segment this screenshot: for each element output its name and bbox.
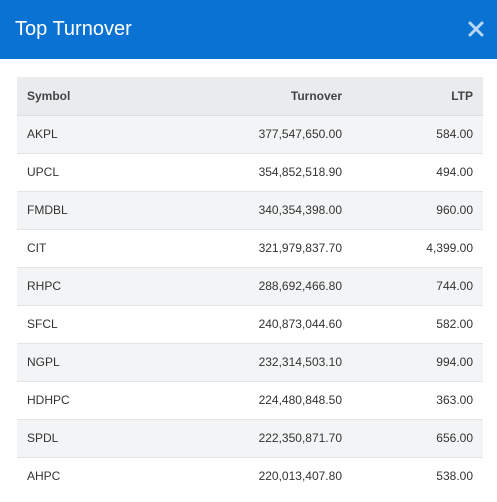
cell-ltp: 744.00 bbox=[342, 267, 483, 305]
cell-turnover: 354,852,518.90 bbox=[167, 153, 342, 191]
cell-symbol: NGPL bbox=[17, 343, 167, 381]
cell-ltp: 538.00 bbox=[342, 457, 483, 495]
cell-ltp: 994.00 bbox=[342, 343, 483, 381]
table-row[interactable]: NGPL 232,314,503.10 994.00 bbox=[17, 343, 483, 381]
cell-ltp: 960.00 bbox=[342, 191, 483, 229]
cell-ltp: 584.00 bbox=[342, 115, 483, 153]
table-row[interactable]: HDHPC 224,480,848.50 363.00 bbox=[17, 381, 483, 419]
cell-ltp: 582.00 bbox=[342, 305, 483, 343]
table-row[interactable]: AHPC 220,013,407.80 538.00 bbox=[17, 457, 483, 495]
column-header-symbol[interactable]: Symbol bbox=[17, 77, 167, 115]
cell-ltp: 656.00 bbox=[342, 419, 483, 457]
cell-ltp: 494.00 bbox=[342, 153, 483, 191]
cell-symbol: RHPC bbox=[17, 267, 167, 305]
turnover-table-container: Symbol Turnover LTP AKPL 377,547,650.00 58… bbox=[17, 77, 483, 495]
table-row[interactable]: SFCL 240,873,044.60 582.00 bbox=[17, 305, 483, 343]
table-body: AKPL 377,547,650.00 584.00 UPCL 354,852,518.… bbox=[17, 115, 483, 495]
table-row[interactable]: UPCL 354,852,518.90 494.00 bbox=[17, 153, 483, 191]
cell-symbol: SFCL bbox=[17, 305, 167, 343]
table-row[interactable]: AKPL 377,547,650.00 584.00 bbox=[17, 115, 483, 153]
table-row[interactable]: SPDL 222,350,871.70 656.00 bbox=[17, 419, 483, 457]
cell-ltp: 363.00 bbox=[342, 381, 483, 419]
turnover-table: Symbol Turnover LTP AKPL 377,547,650.00 58… bbox=[17, 77, 483, 495]
modal-header: Top Turnover bbox=[0, 0, 497, 59]
modal-title: Top Turnover bbox=[15, 16, 132, 42]
table-row[interactable]: RHPC 288,692,466.80 744.00 bbox=[17, 267, 483, 305]
table-header-row: Symbol Turnover LTP bbox=[17, 77, 483, 115]
cell-symbol: FMDBL bbox=[17, 191, 167, 229]
cell-turnover: 321,979,837.70 bbox=[167, 229, 342, 267]
cell-symbol: UPCL bbox=[17, 153, 167, 191]
cell-symbol: SPDL bbox=[17, 419, 167, 457]
close-icon[interactable] bbox=[467, 20, 485, 38]
cell-symbol: CIT bbox=[17, 229, 167, 267]
cell-turnover: 377,547,650.00 bbox=[167, 115, 342, 153]
column-header-ltp[interactable]: LTP bbox=[342, 77, 483, 115]
cell-symbol: AKPL bbox=[17, 115, 167, 153]
table-row[interactable]: CIT 321,979,837.70 4,399.00 bbox=[17, 229, 483, 267]
cell-turnover: 220,013,407.80 bbox=[167, 457, 342, 495]
cell-symbol: AHPC bbox=[17, 457, 167, 495]
cell-ltp: 4,399.00 bbox=[342, 229, 483, 267]
cell-turnover: 240,873,044.60 bbox=[167, 305, 342, 343]
cell-symbol: HDHPC bbox=[17, 381, 167, 419]
cell-turnover: 232,314,503.10 bbox=[167, 343, 342, 381]
cell-turnover: 340,354,398.00 bbox=[167, 191, 342, 229]
cell-turnover: 224,480,848.50 bbox=[167, 381, 342, 419]
cell-turnover: 288,692,466.80 bbox=[167, 267, 342, 305]
table-row[interactable]: FMDBL 340,354,398.00 960.00 bbox=[17, 191, 483, 229]
cell-turnover: 222,350,871.70 bbox=[167, 419, 342, 457]
column-header-turnover[interactable]: Turnover bbox=[167, 77, 342, 115]
